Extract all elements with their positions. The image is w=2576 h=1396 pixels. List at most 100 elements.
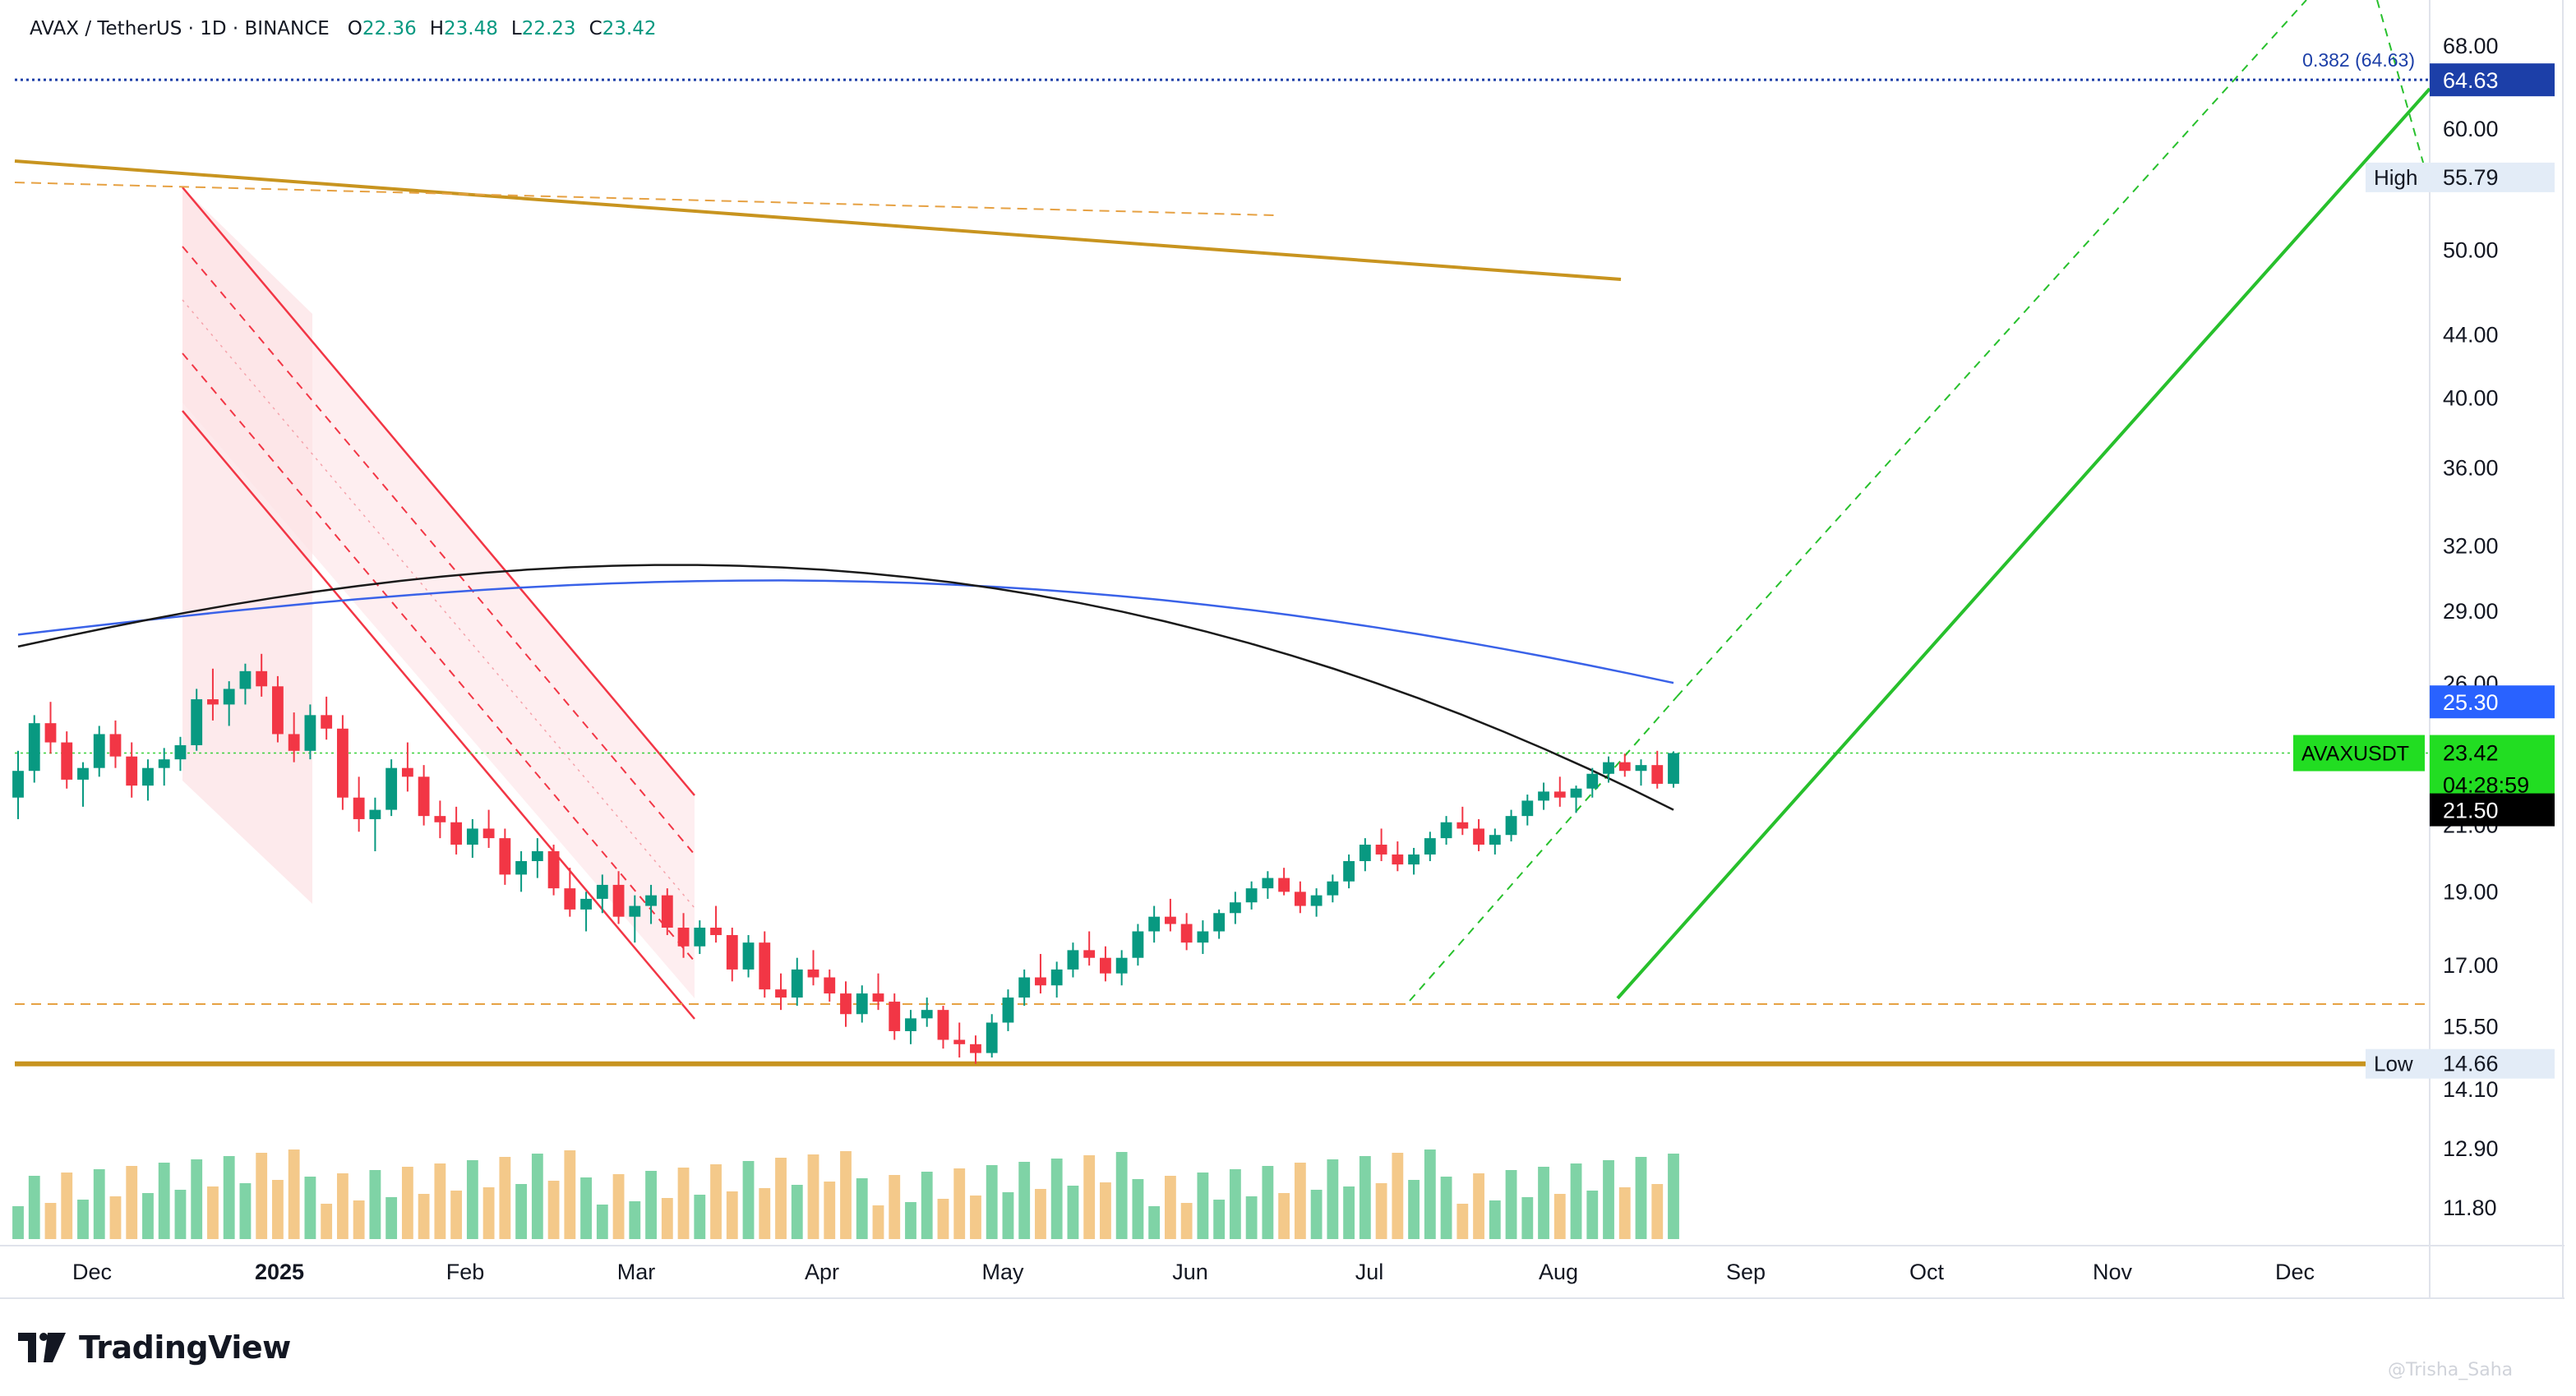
candle-body[interactable] [612, 884, 625, 917]
candle-body[interactable] [126, 756, 138, 786]
candle-body[interactable] [759, 942, 771, 990]
candle-body[interactable] [1553, 791, 1566, 798]
candle-body[interactable] [1148, 916, 1161, 932]
candle-body[interactable] [775, 989, 787, 998]
candle-body[interactable] [840, 993, 852, 1015]
brand-footer[interactable]: TradingView [18, 1325, 291, 1371]
candle-body[interactable] [109, 734, 122, 757]
candle-body[interactable] [1067, 950, 1079, 970]
candle-body[interactable] [1132, 931, 1144, 958]
candle-body[interactable] [547, 850, 560, 889]
candle-body[interactable] [1618, 762, 1631, 772]
candle-body[interactable] [1635, 765, 1647, 772]
candle-body[interactable] [1375, 844, 1387, 855]
candle-body[interactable] [1262, 878, 1274, 889]
candle-body[interactable] [207, 699, 219, 705]
candle-body[interactable] [1050, 969, 1063, 986]
candle-body[interactable] [905, 1018, 916, 1031]
candle-body[interactable] [1164, 916, 1176, 924]
price-tick-label[interactable]: 36.00 [2443, 456, 2499, 481]
price-tick-label[interactable]: 44.00 [2443, 323, 2499, 348]
candle-body[interactable] [1083, 950, 1096, 958]
candle-body[interactable] [1392, 854, 1404, 865]
time-tick-label[interactable]: Aug [1539, 1260, 1578, 1284]
price-axis[interactable]: 68.00 60.00 50.00 44.00 40.00 36.00 32.00 29.00… [2443, 34, 2499, 1220]
candle-body[interactable] [807, 969, 819, 978]
candlesticks[interactable] [12, 653, 1679, 1064]
candle-body[interactable] [466, 828, 478, 845]
candle-body[interactable] [1180, 924, 1193, 943]
candle-body[interactable] [1603, 762, 1614, 774]
price-tick-label[interactable]: 32.00 [2443, 534, 2499, 559]
candle-body[interactable] [77, 767, 89, 780]
time-tick-label[interactable]: 2025 [255, 1260, 304, 1284]
candle-body[interactable] [385, 767, 398, 810]
candle-body[interactable] [482, 828, 495, 839]
candle-body[interactable] [1310, 895, 1323, 906]
candle-body[interactable] [970, 1044, 981, 1053]
time-tick-label[interactable]: Dec [2275, 1260, 2315, 1284]
candle-body[interactable] [1359, 844, 1371, 862]
candle-body[interactable] [12, 771, 24, 798]
candle-body[interactable] [223, 689, 235, 705]
channel-bottom-line[interactable] [182, 410, 695, 1020]
candle-body[interactable] [726, 935, 738, 970]
candle-body[interactable] [418, 776, 430, 817]
time-tick-label[interactable]: Dec [72, 1260, 112, 1284]
candle-body[interactable] [1570, 788, 1582, 798]
candle-body[interactable] [1115, 957, 1128, 974]
candle-body[interactable] [1197, 931, 1209, 943]
time-tick-label[interactable]: Feb [446, 1260, 485, 1284]
dashed-resistance[interactable] [14, 182, 1275, 216]
candle-body[interactable] [336, 728, 349, 798]
candle-body[interactable] [174, 744, 187, 760]
channel-top-line[interactable] [182, 187, 695, 796]
projected-uptrend[interactable] [1616, 87, 2431, 1000]
time-axis[interactable]: Dec 2025 Feb Mar Apr May Jun Jul Aug Sep Oct Nov Dec [72, 1260, 2315, 1284]
candle-body[interactable] [953, 1039, 966, 1044]
projection-dash[interactable] [2376, 0, 2431, 187]
candle-body[interactable] [1521, 800, 1534, 817]
candle-body[interactable] [872, 993, 884, 1002]
candle-body[interactable] [1505, 816, 1517, 836]
candle-body[interactable] [272, 686, 284, 735]
candle-body[interactable] [564, 888, 576, 910]
candle-body[interactable] [288, 734, 300, 751]
candle-body[interactable] [742, 942, 755, 970]
time-tick-label[interactable]: Apr [805, 1260, 839, 1284]
candle-body[interactable] [450, 822, 463, 845]
candle-body[interactable] [1100, 957, 1111, 974]
candle-body[interactable] [856, 993, 868, 1015]
candle-body[interactable] [434, 816, 446, 822]
candle-body[interactable] [191, 699, 203, 745]
candle-body[interactable] [369, 809, 381, 819]
candle-body[interactable] [1586, 773, 1599, 789]
price-tick-label[interactable]: 40.00 [2443, 385, 2499, 410]
candle-body[interactable] [710, 928, 722, 936]
price-tick-label[interactable]: 17.00 [2443, 953, 2499, 978]
candle-body[interactable] [1213, 913, 1226, 932]
candle-body[interactable] [515, 861, 528, 875]
candle-body[interactable] [61, 742, 73, 780]
time-tick-label[interactable]: Oct [1909, 1260, 1945, 1284]
candle-body[interactable] [1229, 902, 1241, 914]
candle-body[interactable] [1002, 997, 1014, 1023]
candle-body[interactable] [1457, 822, 1469, 829]
candle-body[interactable] [921, 1010, 933, 1019]
candle-body[interactable] [1408, 854, 1420, 865]
candle-body[interactable] [353, 797, 365, 819]
time-tick-label[interactable]: Nov [2093, 1260, 2133, 1284]
candle-body[interactable] [986, 1022, 998, 1053]
price-tick-label[interactable]: 12.90 [2443, 1136, 2499, 1161]
candle-body[interactable] [44, 723, 57, 743]
candle-body[interactable] [239, 670, 252, 689]
candle-body[interactable] [93, 734, 105, 768]
candle-body[interactable] [937, 1010, 949, 1040]
candle-body[interactable] [1245, 888, 1258, 903]
candle-body[interactable] [596, 884, 608, 899]
candle-body[interactable] [1018, 977, 1031, 998]
candle-body[interactable] [1473, 828, 1484, 845]
candle-body[interactable] [304, 715, 316, 751]
candle-body[interactable] [580, 898, 592, 910]
